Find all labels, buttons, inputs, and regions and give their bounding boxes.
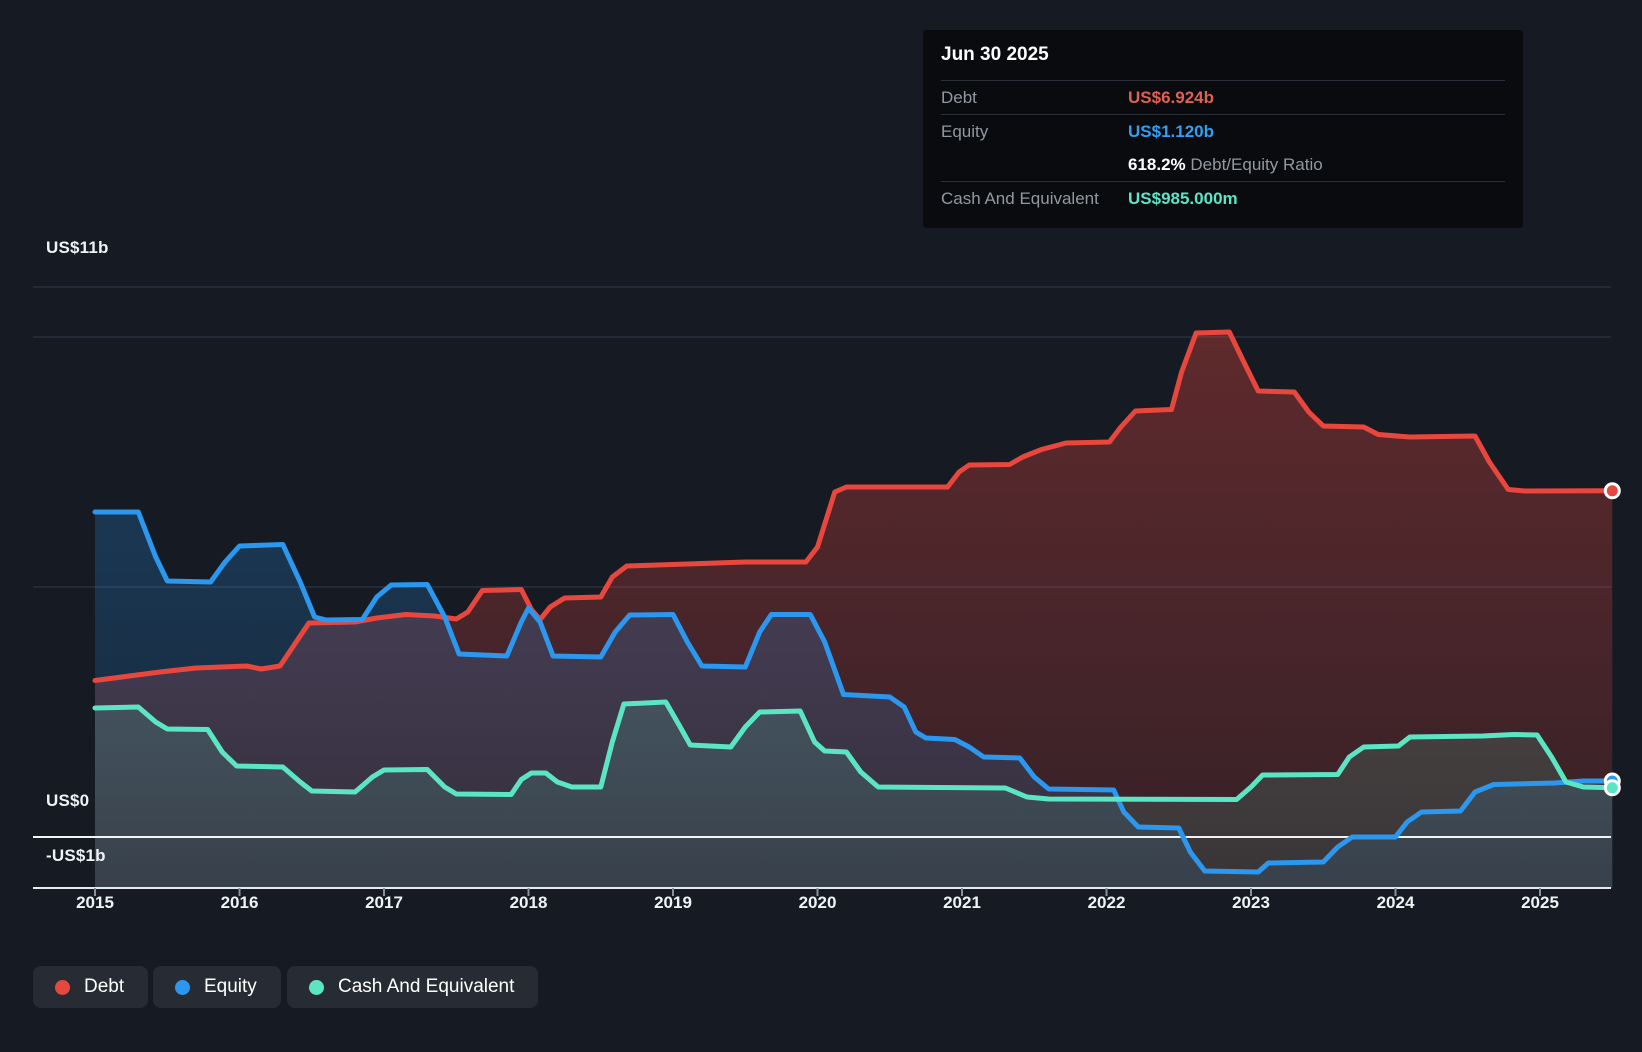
tooltip: Jun 30 2025 Debt US$6.924b Equity US$1.1… <box>923 30 1523 228</box>
tooltip-equity-value: US$1.120b <box>1128 121 1214 141</box>
legend-debt-label: Debt <box>84 976 125 997</box>
tooltip-row-equity: Equity US$1.120b <box>941 115 1505 148</box>
tooltip-cash-value: US$985.000m <box>1128 188 1238 208</box>
debt-end-marker <box>1603 482 1621 500</box>
y-axis-label-11b: US$11b <box>46 238 109 257</box>
x-axis-label-2023: 2023 <box>1232 893 1270 912</box>
x-axis-label-2024: 2024 <box>1376 893 1415 912</box>
legend-item-equity[interactable]: Equity <box>153 966 281 1008</box>
legend-debt-dot-icon <box>55 979 70 995</box>
x-axis-label-2018: 2018 <box>509 893 548 912</box>
legend-cash-label: Cash And Equivalent <box>338 976 515 997</box>
tooltip-debt-value: US$6.924b <box>1128 87 1214 107</box>
tooltip-row-debt: Debt US$6.924b <box>941 81 1505 115</box>
legend-equity-dot-icon <box>175 979 190 995</box>
legend-item-cash[interactable]: Cash And Equivalent <box>287 966 539 1008</box>
equity-line <box>92 509 1615 875</box>
cash-line <box>92 699 1615 802</box>
y-axis-label-0: US$0 <box>46 791 90 810</box>
x-axis-label-2021: 2021 <box>943 893 981 912</box>
debt-line <box>92 329 1615 683</box>
cash-area <box>95 702 1613 888</box>
x-axis-label-2017: 2017 <box>365 893 403 912</box>
tooltip-row-ratio: 618.2% Debt/Equity Ratio <box>941 148 1505 182</box>
x-axis-label-2019: 2019 <box>654 893 692 912</box>
tooltip-cash-label: Cash And Equivalent <box>941 188 1099 208</box>
legend-equity-label: Equity <box>204 976 257 997</box>
legend-cash-dot-icon <box>309 979 324 995</box>
x-axis-label-2022: 2022 <box>1087 893 1126 912</box>
tooltip-debt-label: Debt <box>941 87 977 107</box>
cash-end-marker <box>1603 779 1621 797</box>
tooltip-ratio-value: 618.2% Debt/Equity Ratio <box>1128 154 1323 174</box>
x-axis-label-2025: 2025 <box>1521 893 1559 912</box>
x-axis-label-2020: 2020 <box>798 893 837 912</box>
tooltip-row-cash: Cash And Equivalent US$985.000m <box>941 182 1505 215</box>
x-axis-label-2016: 2016 <box>220 893 259 912</box>
tooltip-ratio-label: Debt/Equity Ratio <box>1185 154 1323 174</box>
tooltip-date: Jun 30 2025 <box>941 30 1505 81</box>
x-axis-label-2015: 2015 <box>76 893 114 912</box>
y-axis-label-neg1b: -US$1b <box>46 846 106 865</box>
legend-item-debt[interactable]: Debt <box>33 966 149 1008</box>
tooltip-equity-label: Equity <box>941 121 989 141</box>
